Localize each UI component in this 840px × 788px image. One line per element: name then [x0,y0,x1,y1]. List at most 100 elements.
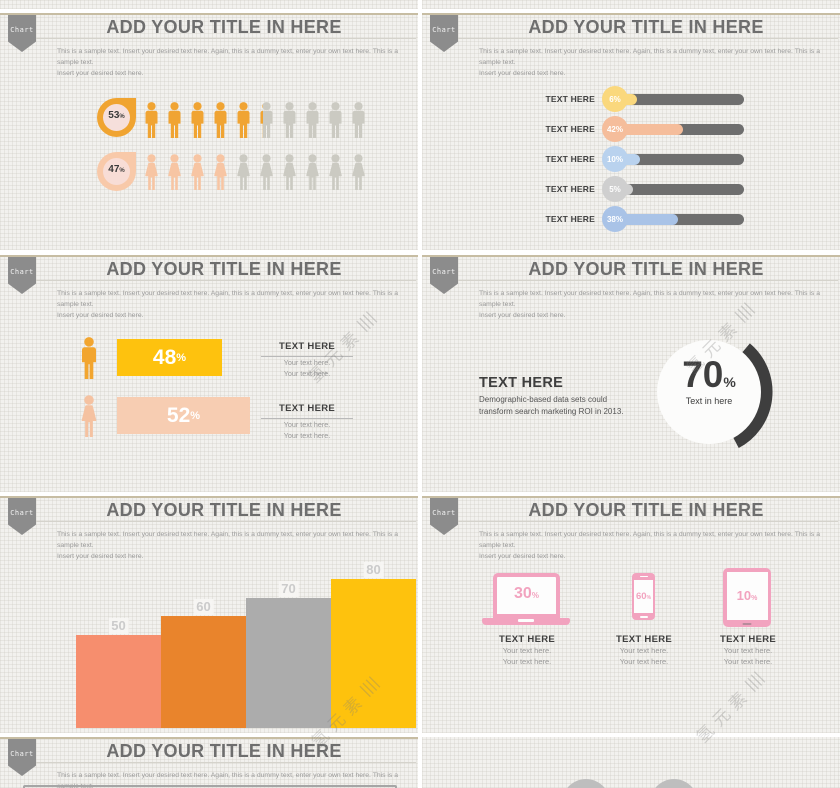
slide-body-text: This is a sample text. Insert your desir… [479,289,827,322]
bar: 10% [602,146,744,172]
slide-capsule-bars[interactable]: Chart ADD YOUR TITLE IN HERE This is a s… [422,13,840,250]
bar-value-circle: 6% [602,86,628,112]
description-text: Demographic-based data sets could transfo… [479,394,624,418]
female-percent-bar: 52% [117,397,250,434]
slide-seventy-percent[interactable]: Chart ADD YOUR TITLE IN HERE This is a s… [422,255,840,492]
female-icon [304,154,321,190]
text-heading: TEXT HERE [479,375,564,391]
chart-tag: Chart [8,739,36,776]
bar-row: TEXT HERE 42% [545,116,744,142]
description-line-2: transform search marketing ROI in 2013. [479,407,624,416]
bar-value-circle: 42% [602,116,628,142]
body-line-2: Insert your desired text here. [479,69,566,77]
slide-devices[interactable]: Chart ADD YOUR TITLE IN HERE This is a s… [422,496,840,733]
slide-cutoff-left[interactable]: Chart ADD YOUR TITLE IN HERE This is a s… [0,737,418,788]
slide-body-text: This is a sample text. Insert your desir… [479,530,827,563]
chart-tag-label: Chart [10,268,34,276]
title-underline [458,521,838,522]
tablet-text-block: TEXT HERE Your text here. Your text here… [702,634,794,668]
male-icon [350,102,367,138]
tablet-home-button [742,622,752,625]
male-percent-bar: 48% [117,339,222,376]
chart-tag: Chart [430,15,458,52]
phone-text-block: TEXT HERE Your text here. Your text here… [598,634,690,668]
bar: 6% [602,86,744,112]
donut-arc [732,343,773,449]
column-value-label: 80 [363,562,384,578]
text-heading: TEXT HERE [498,634,555,645]
title-underline [36,38,416,39]
chart-tag-label: Chart [432,509,456,517]
bar: 38% [602,206,744,232]
slide-title: ADD YOUR TITLE IN HERE [528,500,764,520]
column-bar-80: 80 [331,562,416,728]
bar-row: TEXT HERE 38% [545,206,744,232]
column-bar-70: 70 [246,581,331,728]
bar-label: TEXT HERE [545,124,595,134]
bar-value-circle: 10% [602,146,628,172]
slide-body-text: This is a sample text. Insert your desir… [57,289,405,322]
female-text-block: TEXT HERE Your text here. Your text here… [261,403,353,441]
bar-label: TEXT HERE [545,154,595,164]
female-icon [327,154,344,190]
chart-tag: Chart [8,15,36,52]
text-line: Your text here. [619,646,669,655]
laptop-percentage: 30 [514,585,532,602]
laptop-text-block: TEXT HERE Your text here. Your text here… [481,634,573,668]
body-line-2: Insert your desired text here. [57,69,144,77]
percentage-caption: Text in here [685,396,733,406]
female-icon [235,154,252,190]
body-line-1: This is a sample text. Insert your desir… [57,48,399,66]
bar-label: TEXT HERE [545,184,595,194]
male-icon [212,102,229,138]
bar-row: TEXT HERE 6% [545,86,744,112]
bar-row: TEXT HERE 10% [545,146,744,172]
chart-tag-label: Chart [10,509,34,517]
body-line-1: This is a sample text. Insert your desir… [479,48,821,66]
slide-title: ADD YOUR TITLE IN HERE [106,500,342,520]
body-line-2: Insert your desired text here. [57,552,144,560]
female-icon [166,154,183,190]
slide-body-text: This is a sample text. Insert your desir… [57,530,405,563]
phone-home-button [639,615,648,618]
slide-body-text: This is a sample text. Insert your desir… [57,47,405,80]
text-heading: TEXT HERE [615,634,672,645]
chart-tag: Chart [8,257,36,294]
text-line: Your text here. [283,420,331,429]
text-heading: TEXT HERE [261,403,353,419]
slide-cutoff-right[interactable] [422,737,840,788]
slide-column-chart[interactable]: Chart ADD YOUR TITLE IN HERE This is a s… [0,496,418,733]
body-line-1: This is a sample text. Insert your desir… [57,531,399,549]
male-icon-partial [258,102,275,138]
bar-row: TEXT HERE 5% [545,176,744,202]
bar-label: TEXT HERE [545,94,595,104]
bar: 42% [602,116,744,142]
bar-track [610,183,744,195]
male-icon [166,102,183,138]
slide-title: ADD YOUR TITLE IN HERE [106,741,342,761]
percentage-value: 70% [682,354,736,395]
venn-circle [650,779,698,788]
laptop-icon: 30% [482,573,570,625]
column-bar-50: 50 [76,618,161,728]
body-line-2: Insert your desired text here. [479,311,566,319]
phone-speaker [639,575,648,578]
slide-gender-bars[interactable]: Chart ADD YOUR TITLE IN HERE This is a s… [0,255,418,492]
title-underline [36,762,416,763]
phone-percentage: 60 [635,590,647,602]
slide-pictograph-people[interactable]: Chart ADD YOUR TITLE IN HERE This is a s… [0,13,418,250]
text-heading: TEXT HERE [261,341,353,357]
chart-tag: Chart [430,257,458,294]
female-icons-row [143,154,367,190]
body-line-1: This is a sample text. Insert your desir… [479,290,821,308]
content-placeholder-box [23,785,397,788]
tablet-percentage: 10 [736,587,752,603]
slide-sliver-right [422,0,840,9]
slide-title: ADD YOUR TITLE IN HERE [528,17,764,37]
male-icon [189,102,206,138]
chart-tag: Chart [8,498,36,535]
chart-tag-label: Chart [10,26,34,34]
column-value-label: 60 [193,599,214,615]
column-bar-60: 60 [161,599,246,728]
